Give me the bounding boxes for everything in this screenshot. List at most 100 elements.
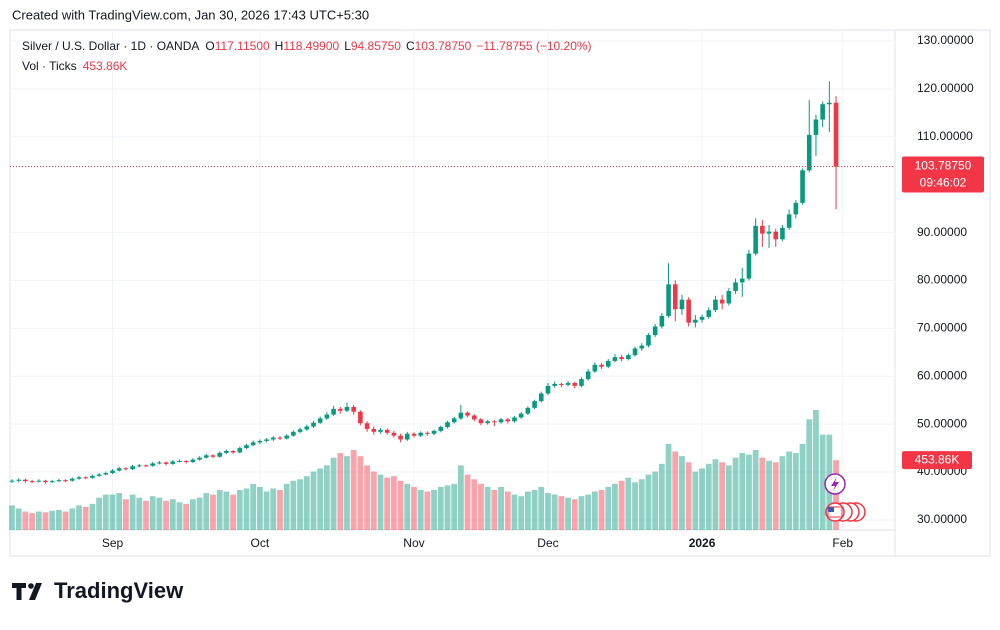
candle-body (806, 134, 812, 171)
volume-bar (263, 491, 270, 530)
candle-body (130, 466, 135, 470)
candle-body (518, 413, 524, 418)
y-tick-label: 120.00000 (917, 81, 974, 95)
candle-body (585, 371, 591, 380)
volume-bar (471, 479, 478, 530)
candle-body (70, 478, 75, 481)
volume-bar (344, 456, 350, 530)
candle-body (666, 284, 671, 316)
candle-body (773, 231, 779, 240)
volume-bar (163, 500, 169, 530)
volume-bar (759, 457, 766, 530)
volume-bar (457, 465, 464, 530)
volume-bar (189, 499, 196, 530)
candle-body (599, 364, 604, 367)
volume-bar (384, 477, 391, 530)
candle-body (525, 407, 531, 414)
volume-bar (679, 456, 685, 530)
volume-bar (665, 443, 672, 530)
candle-body (136, 465, 142, 467)
volume-bar (612, 483, 618, 530)
volume-bar (283, 483, 290, 530)
candle-body (686, 299, 691, 323)
candle-body (505, 419, 511, 422)
x-tick-label: 2026 (689, 536, 716, 550)
candle-body (532, 401, 537, 408)
logo-mark (12, 583, 26, 600)
legend-key: H (275, 39, 284, 53)
volume-bar (545, 493, 551, 530)
candle-body (471, 415, 477, 420)
volume-bar (799, 443, 806, 530)
volume-bar (89, 503, 96, 530)
candle-body (364, 423, 370, 429)
candle-body (49, 481, 55, 483)
volume-bar (357, 456, 364, 530)
volume-bar (9, 505, 15, 530)
volume-bar (705, 463, 712, 530)
last-price-tag (902, 156, 984, 193)
volume-bar (270, 488, 277, 530)
volume-bar (444, 485, 451, 530)
volume-bar (591, 491, 598, 530)
candle-body (9, 480, 15, 482)
candle-body (16, 479, 22, 481)
volume-tag-label: 453.86K (915, 452, 960, 466)
candle-body (56, 480, 62, 482)
candle-body (23, 479, 28, 482)
volume-bar (618, 480, 625, 530)
candle-body (36, 480, 42, 482)
candle-body (498, 419, 504, 423)
volume-bar (136, 497, 143, 530)
y-tick-label: 30.00000 (917, 512, 967, 526)
candle-body (592, 364, 598, 372)
volume-bar (310, 471, 317, 530)
volume-bar (645, 474, 652, 530)
volume-bar (672, 451, 679, 530)
volume-bar (819, 434, 826, 530)
candle-body (83, 477, 89, 479)
volume-bar (585, 494, 592, 530)
y-tick-label: 50.00000 (917, 416, 967, 430)
candle-body (458, 412, 464, 419)
volume-bar (484, 486, 491, 530)
volume-bar (149, 496, 156, 530)
volume-bar (571, 499, 578, 530)
candle-body (451, 418, 457, 423)
candle-body (693, 319, 698, 323)
volume-bar (317, 468, 324, 530)
volume-bar (417, 490, 424, 530)
legend: Silver / U.S. Dollar · 1D · OANDA O117.11… (22, 39, 592, 73)
candle-body (552, 383, 557, 386)
volume-bar (605, 486, 612, 530)
candle-body (358, 411, 363, 424)
candle-body (264, 439, 269, 441)
volume-bar (129, 494, 136, 530)
volume-bar (806, 419, 813, 530)
volume-bar (792, 453, 799, 530)
candle-body (411, 433, 417, 436)
legend-symbol: Silver / U.S. Dollar · 1D · OANDA (22, 39, 199, 53)
volume-bar (632, 482, 638, 530)
last-price-label: 103.78750 (915, 159, 972, 173)
volume-bar (719, 462, 726, 530)
candle-body (626, 355, 631, 360)
volume-bar (779, 456, 786, 530)
volume-bar (504, 491, 511, 530)
candle-body (672, 284, 678, 310)
candle-body (317, 418, 323, 423)
candle-body (203, 455, 209, 458)
volume-tag (902, 451, 972, 470)
volume-bar (49, 510, 56, 530)
candle-body (612, 357, 618, 361)
candle-body (43, 480, 48, 483)
volume-bar (102, 494, 109, 530)
candle-body (619, 357, 624, 360)
candle-body (565, 382, 571, 385)
candle-body (190, 459, 196, 462)
candle-body (404, 433, 410, 440)
candle-body (425, 432, 430, 434)
legend-change: −11.78755 (−10.20%) (476, 39, 591, 53)
volume-bar (256, 486, 263, 530)
x-tick-label: Nov (403, 536, 424, 550)
